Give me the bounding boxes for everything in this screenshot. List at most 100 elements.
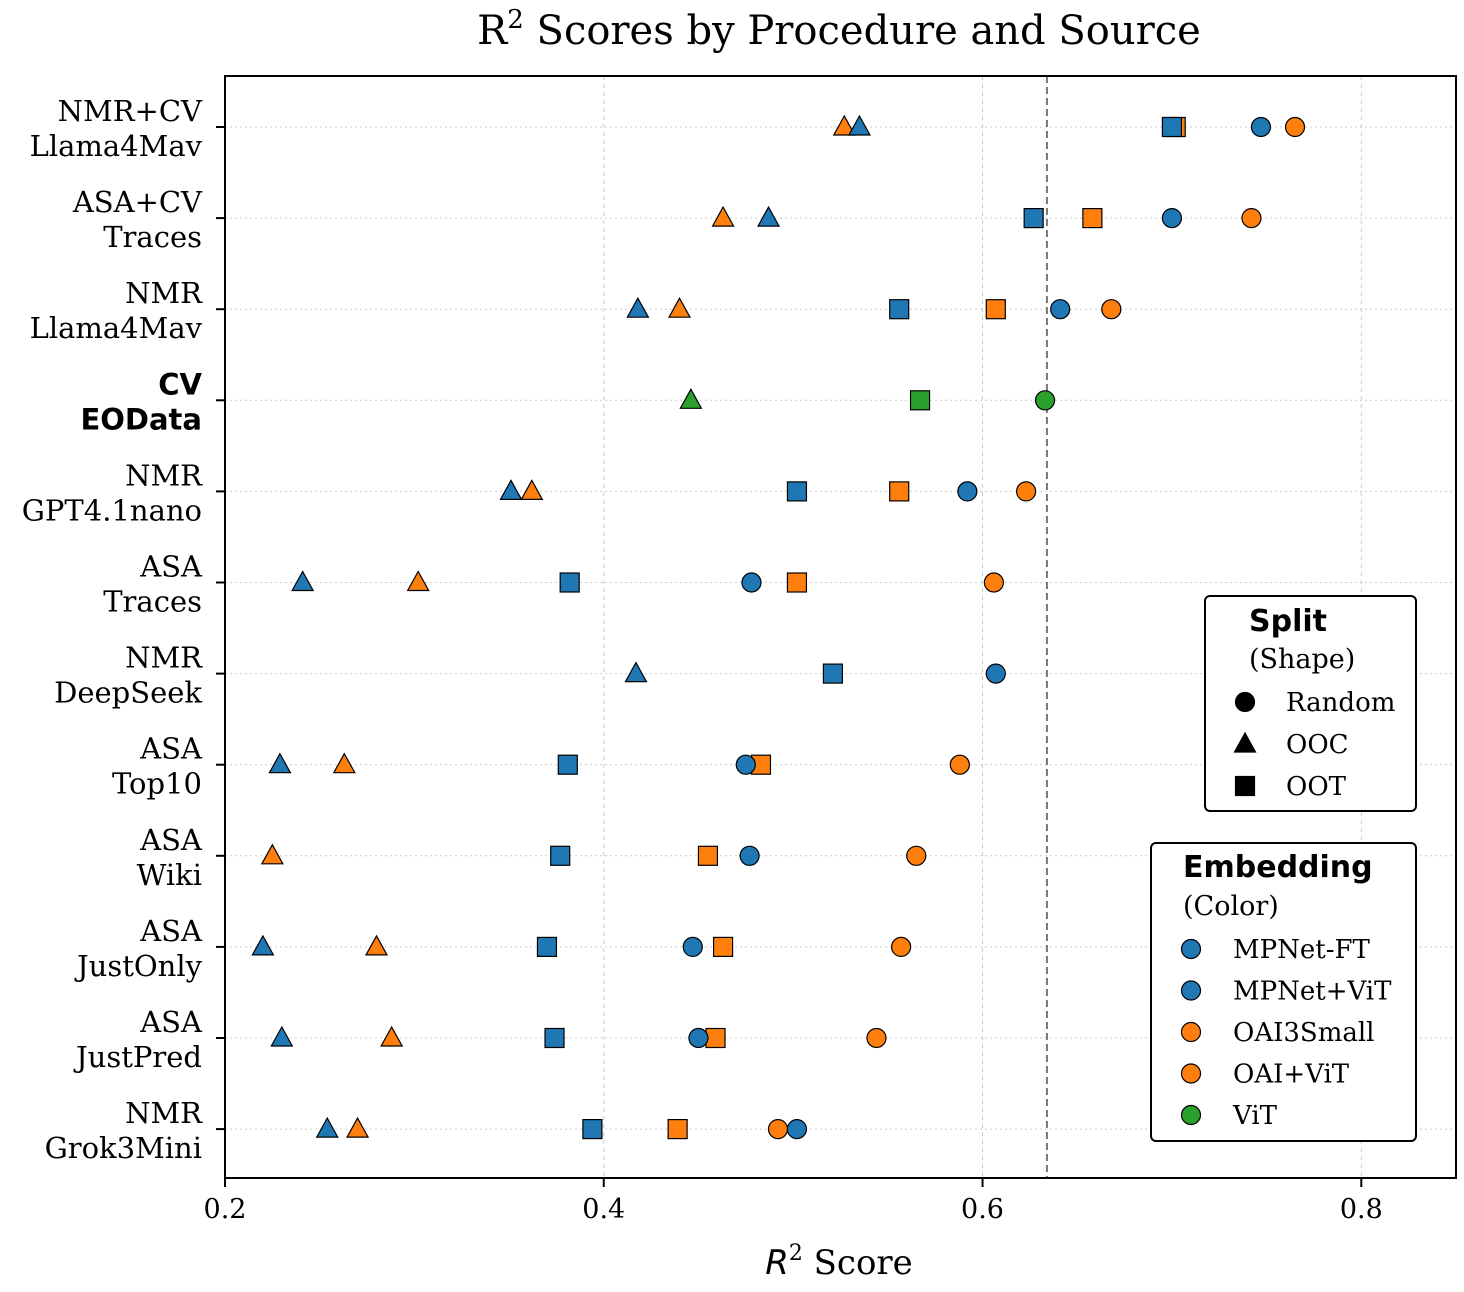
point-row10-5	[867, 1029, 886, 1048]
y-label-line2-0: Llama4Mav	[30, 129, 203, 163]
point-row0-5	[1286, 118, 1305, 137]
points-layer	[252, 116, 1304, 1139]
point-row5-5	[984, 573, 1003, 592]
y-label-line2-1: Traces	[103, 220, 202, 254]
point-row9-0	[252, 936, 273, 955]
point-row10-3	[706, 1029, 725, 1048]
point-row4-0	[500, 480, 521, 499]
point-row5-3	[742, 573, 761, 592]
x-tick-label-3: 0.8	[1340, 1194, 1383, 1225]
legend-split-label-2: OOT	[1286, 772, 1347, 802]
point-row7-5	[950, 755, 969, 774]
point-row2-5	[1102, 300, 1121, 319]
legend-embedding-marker-0	[1182, 940, 1201, 959]
y-label-line1-10: ASA	[139, 1005, 203, 1039]
point-row10-2	[545, 1029, 564, 1048]
point-row4-4	[958, 482, 977, 501]
point-row7-0	[269, 754, 290, 773]
chart-title-main: R	[477, 8, 509, 54]
point-row2-2	[890, 300, 909, 319]
x-axis-label-rest: Score	[803, 1243, 913, 1283]
x-tick-label-1: 0.4	[582, 1194, 625, 1225]
y-label-line1-4: NMR	[125, 458, 203, 492]
point-row9-2	[537, 937, 556, 956]
point-row5-1	[408, 572, 429, 591]
chart-title-rest: Scores by Procedure and Source	[524, 8, 1201, 54]
x-axis-label-var: R	[765, 1243, 789, 1283]
point-row7-1	[334, 754, 355, 773]
point-row1-3	[1083, 209, 1102, 228]
point-row3-2	[1036, 391, 1055, 410]
y-label-line1-3: CV	[158, 367, 202, 401]
legend-split-marker-0	[1236, 693, 1255, 712]
point-row0-1	[849, 116, 870, 135]
x-axis-label: R2 Score	[765, 1241, 913, 1283]
point-row11-4	[769, 1120, 788, 1139]
x-tick-label-0: 0.2	[204, 1194, 247, 1225]
legend-embedding-title: Embedding	[1183, 850, 1373, 885]
point-row1-4	[1162, 209, 1181, 228]
point-row4-1	[521, 480, 542, 499]
point-row2-1	[669, 298, 690, 317]
point-row8-1	[551, 846, 570, 865]
legend-split: Split (Shape) Random OOC OOT	[1205, 596, 1416, 811]
point-row1-1	[758, 207, 779, 226]
point-row8-2	[698, 846, 717, 865]
legend-embedding-label-2: OAI3Small	[1233, 1018, 1375, 1048]
point-row10-1	[381, 1027, 402, 1046]
y-label-line2-8: Wiki	[137, 858, 202, 892]
point-row6-2	[986, 664, 1005, 683]
legend-split-subtitle: (Shape)	[1249, 644, 1355, 675]
legend-embedding-label-1: MPNet+ViT	[1233, 977, 1392, 1007]
point-row0-4	[1251, 118, 1270, 137]
y-label-line1-7: ASA	[139, 732, 203, 766]
legend-embedding-subtitle: (Color)	[1183, 891, 1279, 922]
legend-split-label-0: Random	[1286, 688, 1395, 718]
x-tick-label-2: 0.6	[961, 1194, 1004, 1225]
point-row4-2	[787, 482, 806, 501]
point-row9-4	[714, 937, 733, 956]
point-row8-4	[907, 846, 926, 865]
y-label-line1-9: ASA	[139, 914, 203, 948]
legend-embedding-label-0: MPNet-FT	[1233, 935, 1371, 965]
point-row8-3	[740, 846, 759, 865]
y-label-line1-5: ASA	[139, 550, 203, 584]
point-row9-3	[683, 937, 702, 956]
point-row11-1	[347, 1118, 368, 1137]
legend-split-title: Split	[1249, 604, 1327, 639]
point-row3-1	[911, 391, 930, 410]
point-row3-0	[680, 389, 701, 408]
y-label-line2-5: Traces	[103, 585, 202, 619]
y-label-line1-11: NMR	[125, 1096, 203, 1130]
point-row4-5	[1017, 482, 1036, 501]
y-label-line2-10: JustPred	[73, 1040, 202, 1074]
point-row10-0	[271, 1027, 292, 1046]
point-row11-5	[787, 1120, 806, 1139]
point-row1-2	[1024, 209, 1043, 228]
point-row0-3	[1162, 118, 1181, 137]
point-row6-1	[823, 664, 842, 683]
y-label-line1-0: NMR+CV	[58, 94, 203, 128]
legend-embedding-marker-3	[1182, 1064, 1201, 1083]
point-row8-0	[262, 845, 283, 864]
y-label-line1-1: ASA+CV	[72, 185, 203, 219]
point-row11-3	[668, 1120, 687, 1139]
y-label-line2-4: GPT4.1nano	[22, 493, 202, 527]
point-row2-4	[1051, 300, 1070, 319]
legend-embedding: Embedding (Color) MPNet-FT MPNet+ViT OAI3Sma…	[1151, 843, 1416, 1141]
legend-split-label-1: OOC	[1286, 730, 1349, 760]
legend-embedding-marker-1	[1182, 981, 1201, 1000]
point-row5-0	[292, 572, 313, 591]
y-label-line1-2: NMR	[125, 276, 203, 310]
legend-embedding-label-4: ViT	[1232, 1101, 1278, 1131]
point-row9-1	[366, 936, 387, 955]
point-row7-2	[558, 755, 577, 774]
y-label-line2-7: Top10	[112, 767, 202, 801]
chart-title: R2 Scores by Procedure and Source	[477, 5, 1201, 54]
y-label-line2-3: EOData	[80, 402, 202, 436]
point-row7-4	[736, 755, 755, 774]
y-label-line2-9: JustOnly	[74, 949, 203, 983]
x-axis-label-sup: 2	[789, 1241, 803, 1266]
